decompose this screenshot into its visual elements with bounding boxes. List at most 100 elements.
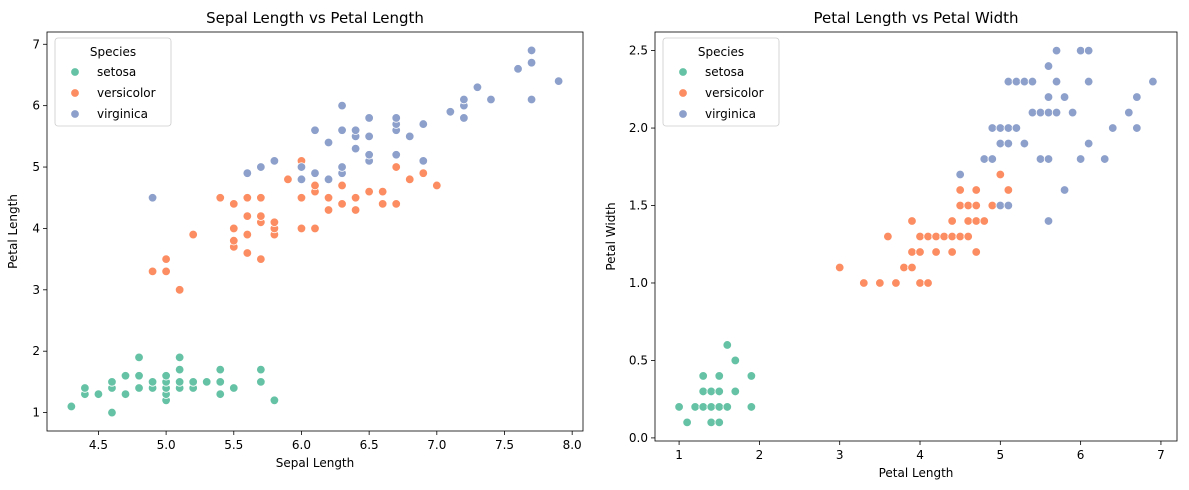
data-point-versicolor <box>971 185 981 195</box>
data-point-setosa <box>269 395 280 406</box>
data-point-virginica <box>242 168 253 178</box>
data-point-virginica <box>350 125 361 135</box>
data-point-setosa <box>690 402 700 412</box>
y-tick-label: 3 <box>32 283 40 297</box>
series-versicolor <box>147 156 442 295</box>
data-point-versicolor <box>405 174 415 185</box>
data-point-versicolor <box>269 217 280 227</box>
data-point-virginica <box>323 137 334 148</box>
x-tick-label: 3 <box>836 448 844 462</box>
data-point-versicolor <box>310 223 320 234</box>
data-point-virginica <box>1027 76 1038 87</box>
data-point-versicolor <box>1003 185 1014 195</box>
y-tick-label: 0.0 <box>629 431 648 445</box>
data-point-virginica <box>987 154 997 164</box>
x-tick-label: 5 <box>997 448 1005 462</box>
chart-sepal-vs-petal-length: Sepal Length vs Petal Length 4.5 5.0 5.5 6.0… <box>6 9 584 470</box>
legend-marker-versicolor <box>678 88 688 98</box>
data-point-versicolor <box>242 211 253 221</box>
legend-label-versicolor: versicolor <box>97 86 156 100</box>
data-point-versicolor <box>931 247 941 257</box>
data-point-versicolor <box>979 216 989 226</box>
legend-label-setosa: setosa <box>705 65 744 79</box>
data-point-virginica <box>256 162 266 172</box>
data-point-virginica <box>445 107 456 117</box>
data-point-versicolor <box>350 205 361 215</box>
series-virginica <box>955 45 1158 226</box>
data-point-setosa <box>229 383 239 393</box>
x-tick-label: 6.5 <box>360 438 379 452</box>
data-point-versicolor <box>963 231 973 242</box>
data-point-versicolor <box>915 278 925 288</box>
y-tick-label: 5 <box>32 160 40 174</box>
data-point-virginica <box>1132 92 1142 102</box>
x-tick-label: 8.0 <box>563 438 582 452</box>
data-point-virginica <box>1067 107 1078 118</box>
data-point-setosa <box>698 402 708 412</box>
y-tick-label: 4 <box>32 221 40 235</box>
data-point-versicolor <box>350 193 361 203</box>
data-point-virginica <box>553 76 564 86</box>
data-point-setosa <box>120 389 131 399</box>
data-point-virginica <box>323 174 334 185</box>
chart-title: Petal Length vs Petal Width <box>813 9 1018 27</box>
data-point-virginica <box>1011 76 1022 87</box>
data-point-virginica <box>1011 123 1022 133</box>
data-point-versicolor <box>418 168 428 178</box>
legend-label-virginica: virginica <box>705 107 756 121</box>
data-point-virginica <box>337 100 347 111</box>
data-point-setosa <box>256 377 266 387</box>
data-point-virginica <box>459 94 469 105</box>
data-point-virginica <box>1059 92 1070 102</box>
data-point-versicolor <box>229 223 239 234</box>
data-point-setosa <box>714 402 724 412</box>
data-point-versicolor <box>161 254 171 264</box>
chart-title: Sepal Length vs Petal Length <box>206 9 424 27</box>
data-point-setosa <box>714 371 724 381</box>
data-point-versicolor <box>963 216 973 226</box>
data-point-virginica <box>995 200 1006 211</box>
data-point-versicolor <box>242 248 253 258</box>
data-point-setosa <box>746 371 757 381</box>
data-point-versicolor <box>256 254 266 264</box>
x-tick-label: 7.0 <box>427 438 446 452</box>
data-point-versicolor <box>835 262 845 273</box>
data-point-versicolor <box>907 262 917 273</box>
data-point-virginica <box>1003 138 1014 149</box>
x-tick-label: 5.5 <box>224 438 243 452</box>
data-point-setosa <box>746 402 757 412</box>
data-point-virginica <box>1043 154 1054 164</box>
series-setosa <box>66 352 280 418</box>
legend-box <box>54 37 172 127</box>
data-point-virginica <box>1035 107 1046 118</box>
data-point-virginica <box>1051 45 1062 56</box>
data-point-virginica <box>1108 123 1118 133</box>
data-point-setosa <box>147 377 158 387</box>
data-point-virginica <box>526 57 537 68</box>
data-point-versicolor <box>947 231 957 242</box>
legend-marker-versicolor <box>70 88 80 98</box>
legend: Species setosa versicolor virginica <box>54 37 172 127</box>
data-point-versicolor <box>963 200 973 211</box>
data-point-setosa <box>202 377 212 387</box>
data-point-virginica <box>459 113 469 123</box>
data-point-versicolor <box>229 199 239 209</box>
y-tick-label: 6 <box>32 99 40 113</box>
y-tick-label: 7 <box>32 37 40 51</box>
data-point-virginica <box>1003 76 1014 87</box>
data-point-versicolor <box>296 193 307 203</box>
x-tick-label: 4.5 <box>89 438 108 452</box>
data-point-setosa <box>722 340 732 350</box>
data-point-versicolor <box>891 278 901 288</box>
data-point-setosa <box>682 417 692 428</box>
data-point-versicolor <box>875 278 885 288</box>
legend-marker-setosa <box>678 67 688 77</box>
data-point-virginica <box>310 168 320 178</box>
legend-label-virginica: virginica <box>97 107 148 121</box>
data-point-versicolor <box>971 200 981 211</box>
x-axis-label: Sepal Length <box>276 456 355 470</box>
data-point-versicolor <box>947 216 957 226</box>
data-point-versicolor <box>955 231 965 242</box>
data-point-virginica <box>1027 107 1038 118</box>
